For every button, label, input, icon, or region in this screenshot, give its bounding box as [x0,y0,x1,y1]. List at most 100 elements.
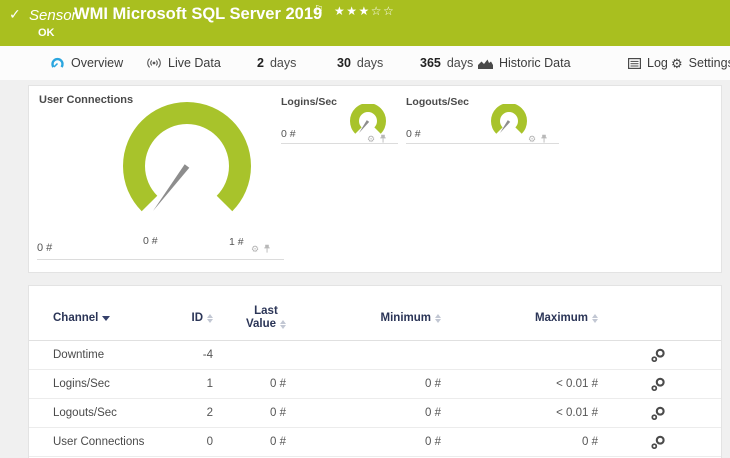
table-header-row: Channel ID Last Value Minimum Maximum [29,286,721,341]
flag-icon[interactable]: ⚐ [314,4,324,16]
edit-channel-button[interactable] [651,406,666,421]
tab-overview-label: Overview [71,56,124,70]
column-header-id[interactable]: ID [169,312,213,324]
pin-icon[interactable] [379,134,387,144]
primary-gauge-title: User Connections [39,94,134,106]
edit-channel-icon [651,435,665,449]
sensor-status-bar: ✓ Sensor WMI Microsoft SQL Server 2019 ⚐… [0,0,730,46]
primary-gauge-min-label: 0 # [143,235,158,247]
tab-settings-label: Settings [688,56,730,70]
table-row[interactable]: User Connections 0 0 # 0 # 0 # [29,428,721,457]
log-icon [628,57,641,69]
gauge-icon [51,57,64,68]
tab-30-days-unit: days [356,56,384,70]
column-header-last-value[interactable]: Last Value [213,305,286,331]
gauge-divider [406,143,559,144]
edit-channel-icon [651,348,665,362]
tab-2-days[interactable]: 2 days [257,46,296,80]
column-header-maximum[interactable]: Maximum [441,312,598,324]
tab-log-label: Log [647,56,668,70]
tab-bar: Overview Live Data 2 days 30 days 365 da… [0,46,730,126]
gauge-needle [500,120,511,133]
logins-gauge [350,104,386,134]
tab-2-days-number: 2 [257,56,264,70]
table-row[interactable]: Downtime -4 [29,341,721,370]
channel-last-value: 0 # [270,378,286,390]
user-connections-gauge [123,102,251,212]
tab-historic-data[interactable]: Historic Data [478,46,571,80]
edit-channel-button[interactable] [651,377,666,392]
gauge-settings-icon[interactable]: ⚙ [251,243,260,254]
column-header-minimum[interactable]: Minimum [286,312,441,324]
channel-minimum: 0 # [425,407,441,419]
edit-channel-icon [651,377,665,391]
channel-id: 1 [206,378,213,390]
column-header-channel[interactable]: Channel [53,312,169,324]
tab-30-days[interactable]: 30 days [337,46,383,80]
column-header-last-label: Last [254,305,278,317]
channel-minimum: 0 # [425,436,441,448]
logins-gauge-value: 0 # [281,128,296,140]
column-header-maximum-label: Maximum [534,312,588,324]
gauge-settings-icon[interactable]: ⚙ [528,133,537,144]
pin-icon[interactable] [263,244,271,254]
logouts-gauge [491,104,527,134]
column-header-value-label: Value [245,318,276,330]
edit-channel-icon [651,406,665,420]
channel-name[interactable]: Logouts/Sec [53,407,117,419]
table-row[interactable]: Logouts/Sec 2 0 # 0 # < 0.01 # [29,399,721,428]
broadcast-icon [147,58,161,68]
channel-maximum: 0 # [582,436,598,448]
tab-overview[interactable]: Overview [50,46,123,80]
primary-gauge-max-label: 1 # [229,236,244,248]
channel-last-value: 0 # [270,407,286,419]
logouts-gauge-title: Logouts/Sec [406,96,470,108]
gauge-divider [37,259,284,260]
sort-icon [435,313,441,323]
tab-live-data[interactable]: Live Data [146,46,221,80]
channel-maximum: < 0.01 # [556,378,598,390]
tab-live-data-label: Live Data [168,56,221,70]
gauges-panel: User Connections 0 # 1 # 0 # ⚙ Logins/Se… [28,85,722,273]
logins-gauge-title: Logins/Sec [281,96,338,108]
tab-settings[interactable]: ⚙ Settings [671,46,730,80]
tab-365-days[interactable]: 365 days [420,46,473,80]
tab-30-days-number: 30 [337,56,351,70]
channel-id: 2 [206,407,213,419]
edit-channel-button[interactable] [651,435,666,450]
priority-stars[interactable]: ★★★☆☆ [334,4,396,18]
edit-channel-button[interactable] [651,348,666,363]
channel-last-value: 0 # [270,436,286,448]
column-header-id-label: ID [191,312,204,324]
channel-name[interactable]: Downtime [53,349,105,361]
channel-name[interactable]: User Connections [53,436,145,448]
sort-icon [592,313,598,323]
channels-table-panel: Channel ID Last Value Minimum Maximum [28,285,722,458]
area-chart-icon [478,59,493,69]
table-row[interactable]: Logins/Sec 1 0 # 0 # < 0.01 # [29,370,721,399]
column-header-channel-label: Channel [53,312,99,324]
channel-minimum: 0 # [425,378,441,390]
sorted-desc-icon [102,315,111,321]
channel-id: -4 [202,349,213,361]
channel-id: 0 [206,436,213,448]
sort-icon [207,313,213,323]
tab-365-days-number: 365 [420,56,441,70]
channel-maximum: < 0.01 # [556,407,598,419]
column-header-minimum-label: Minimum [380,312,431,324]
gauge-settings-icon[interactable]: ⚙ [367,133,376,144]
pin-icon[interactable] [540,134,548,144]
status-badge: OK [38,27,55,39]
gauge-needle [153,164,190,211]
tab-historic-data-label: Historic Data [499,56,571,70]
page-title: WMI Microsoft SQL Server 2019 [74,5,323,23]
logouts-gauge-value: 0 # [406,128,421,140]
gauge-needle [359,120,370,133]
gear-icon: ⚙ [671,55,683,71]
logins-gauge-block: Logins/Sec 0 # ⚙ [281,92,398,144]
channel-name[interactable]: Logins/Sec [53,378,110,390]
gauge-divider [281,143,398,144]
tab-log[interactable]: Log [628,46,668,80]
primary-gauge-value: 0 # [37,242,53,254]
status-check-icon: ✓ [9,6,21,22]
